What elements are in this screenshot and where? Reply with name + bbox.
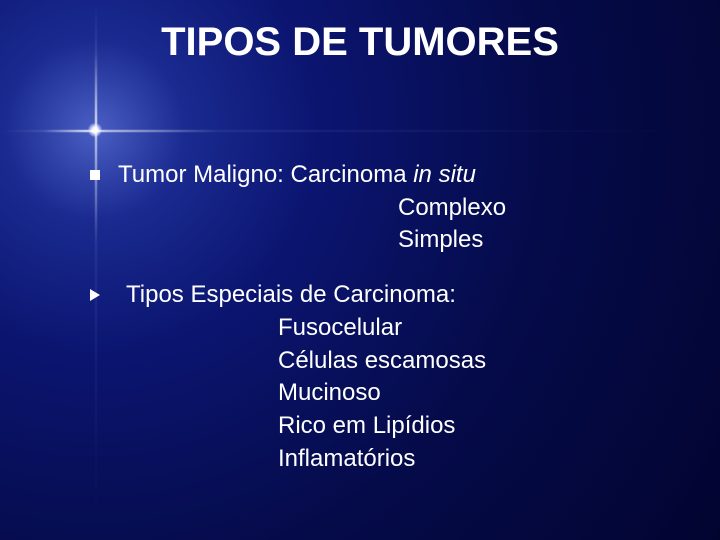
square-bullet-icon xyxy=(90,170,100,180)
sub-row: Fusocelular xyxy=(90,313,680,344)
arrow-bullet-icon xyxy=(90,289,100,301)
sub-item: Rico em Lipídios xyxy=(118,411,455,442)
bullet-row: Tumor Maligno: Carcinoma in situ xyxy=(90,160,680,191)
slide: TIPOS DE TUMORES Tumor Maligno: Carcinom… xyxy=(0,0,720,540)
sub-row: Inflamatórios xyxy=(90,444,680,475)
slide-content: Tumor Maligno: Carcinoma in situ Complex… xyxy=(90,160,680,476)
sub-item: Inflamatórios xyxy=(118,444,415,475)
sub-row: Simples xyxy=(90,225,680,256)
flare-horizontal xyxy=(0,130,720,132)
sub-item: Fusocelular xyxy=(118,313,402,344)
slide-title: TIPOS DE TUMORES xyxy=(0,20,720,65)
bullet-text: Tumor Maligno: Carcinoma in situ xyxy=(118,160,476,191)
lead-text: Tumor Maligno: Carcinoma xyxy=(118,161,413,188)
flare-core xyxy=(88,123,102,137)
sub-item: Mucinoso xyxy=(118,378,381,409)
sub-row: Complexo xyxy=(90,193,680,224)
sub-row: Células escamosas xyxy=(90,346,680,377)
sub-row: Mucinoso xyxy=(90,378,680,409)
bullet-row: Tipos Especiais de Carcinoma: xyxy=(90,280,680,311)
sub-item: Células escamosas xyxy=(118,346,486,377)
lead-italic: in situ xyxy=(413,161,476,188)
sub-item: Simples xyxy=(118,225,483,256)
sub-row: Rico em Lipídios xyxy=(90,411,680,442)
sub-item: Complexo xyxy=(118,193,506,224)
bullet-text: Tipos Especiais de Carcinoma: xyxy=(118,280,456,311)
